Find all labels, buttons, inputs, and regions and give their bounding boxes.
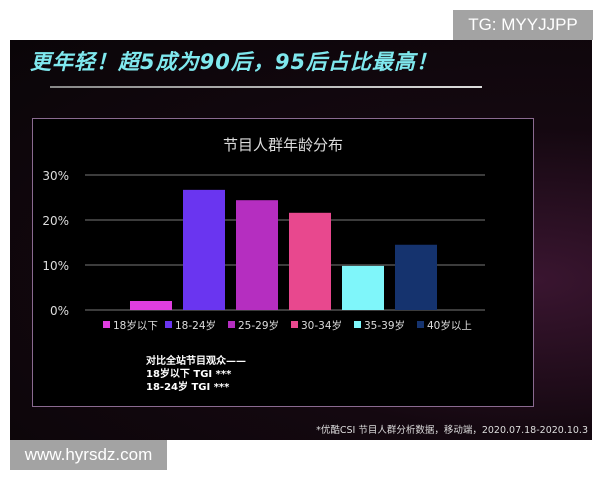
bar-35-39岁 [342,265,384,310]
legend-label: 25-29岁 [238,319,279,332]
source-note: *优酷CSI 节目人群分析数据，移动端，2020.07.18-2020.10.3 [316,425,588,436]
legend-swatch [228,321,235,328]
tgi-note-line: 对比全站节目观众—— [146,356,246,367]
legend-swatch [354,321,361,328]
y-tick-label: 0% [50,304,69,318]
bar-25-29岁 [236,200,278,310]
watermark-tg: TG: MYYJJPP [453,10,593,40]
legend-label: 30-34岁 [301,319,342,332]
legend-label: 35-39岁 [364,319,405,332]
headline-underline [50,86,482,88]
bar-18-24岁 [183,189,225,310]
bar-chart: 节目人群年龄分布 0% 10% 20% 30% 18岁以下 18-24岁 25-29岁 30-… [42,136,485,332]
legend-label: 18-24岁 [175,319,216,332]
legend-swatch [165,321,172,328]
y-tick-label: 10% [42,259,69,273]
headline: 更年轻！超5成为90后，95后占比最高！ [30,50,439,74]
bar-40岁以上 [395,244,437,310]
legend-swatch [291,321,298,328]
y-tick-label: 30% [42,169,69,183]
tgi-note: 对比全站节目观众—— 18岁以下 TGI *** 18-24岁 TGI *** [146,355,246,394]
bar-18岁以下 [130,301,172,310]
y-tick-label: 20% [42,214,69,228]
chart-title: 节目人群年龄分布 [223,136,343,154]
legend-swatch [103,321,110,328]
bar-30-34岁 [289,212,331,310]
legend-label: 40岁以上 [427,319,472,332]
legend-swatch [417,321,424,328]
tgi-note-line: 18-24岁 TGI *** [146,382,230,393]
watermark-url: www.hyrsdz.com [10,440,167,470]
legend-label: 18岁以下 [113,319,158,332]
chart-frame: 节目人群年龄分布 0% 10% 20% 30% 18岁以下 18-24岁 25-29岁 30-… [32,118,534,407]
tgi-note-line: 18岁以下 TGI *** [146,369,232,380]
